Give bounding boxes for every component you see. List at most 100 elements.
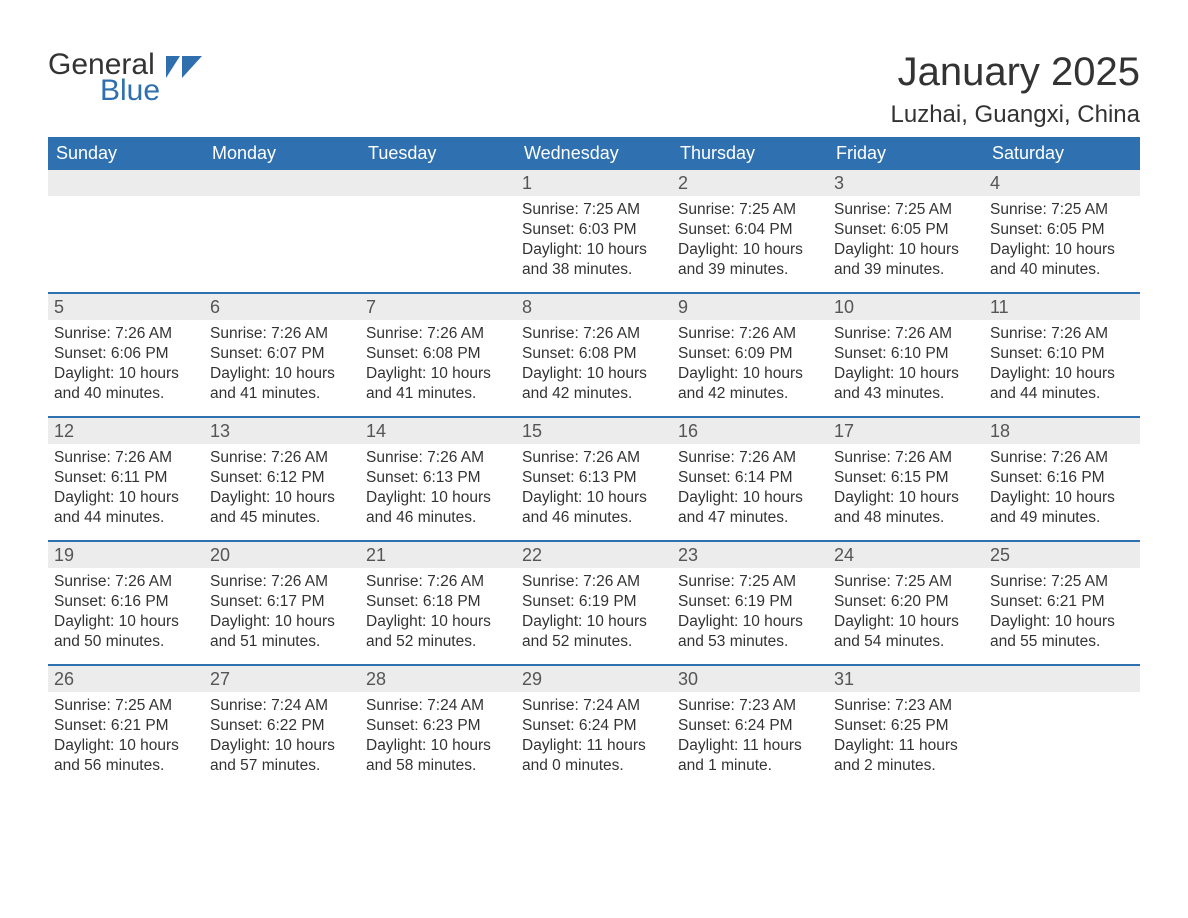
day-cell: 13Sunrise: 7:26 AMSunset: 6:12 PMDayligh… <box>204 418 360 540</box>
sunrise-text: Sunrise: 7:26 AM <box>210 324 354 344</box>
sunset-text: Sunset: 6:10 PM <box>990 344 1134 364</box>
sunset-text: Sunset: 6:04 PM <box>678 220 822 240</box>
sunset-text: Sunset: 6:21 PM <box>54 716 198 736</box>
sunset-text: Sunset: 6:11 PM <box>54 468 198 488</box>
sunset-text: Sunset: 6:05 PM <box>990 220 1134 240</box>
sunset-text: Sunset: 6:09 PM <box>678 344 822 364</box>
daylight-text: Daylight: 10 hours and 50 minutes. <box>54 612 198 652</box>
week-row: 26Sunrise: 7:25 AMSunset: 6:21 PMDayligh… <box>48 664 1140 788</box>
day-cell: 9Sunrise: 7:26 AMSunset: 6:09 PMDaylight… <box>672 294 828 416</box>
day-number: 30 <box>672 666 828 692</box>
day-number: 27 <box>204 666 360 692</box>
location: Luzhai, Guangxi, China <box>891 101 1141 129</box>
day-header: Tuesday <box>360 137 516 170</box>
sunrise-text: Sunrise: 7:25 AM <box>990 572 1134 592</box>
day-header: Thursday <box>672 137 828 170</box>
day-body: Sunrise: 7:26 AMSunset: 6:16 PMDaylight:… <box>984 444 1140 539</box>
sunrise-text: Sunrise: 7:26 AM <box>522 448 666 468</box>
sunrise-text: Sunrise: 7:25 AM <box>834 572 978 592</box>
sunset-text: Sunset: 6:19 PM <box>522 592 666 612</box>
sunrise-text: Sunrise: 7:26 AM <box>522 572 666 592</box>
day-cell: 30Sunrise: 7:23 AMSunset: 6:24 PMDayligh… <box>672 666 828 788</box>
week-row: 1Sunrise: 7:25 AMSunset: 6:03 PMDaylight… <box>48 170 1140 292</box>
header: General Blue January 2025 Luzhai, Guangx… <box>48 50 1140 129</box>
sunset-text: Sunset: 6:05 PM <box>834 220 978 240</box>
day-body: Sunrise: 7:26 AMSunset: 6:10 PMDaylight:… <box>984 320 1140 415</box>
day-cell: 10Sunrise: 7:26 AMSunset: 6:10 PMDayligh… <box>828 294 984 416</box>
day-body: Sunrise: 7:26 AMSunset: 6:14 PMDaylight:… <box>672 444 828 539</box>
day-header: Friday <box>828 137 984 170</box>
sunset-text: Sunset: 6:14 PM <box>678 468 822 488</box>
week-row: 5Sunrise: 7:26 AMSunset: 6:06 PMDaylight… <box>48 292 1140 416</box>
sunset-text: Sunset: 6:13 PM <box>522 468 666 488</box>
day-body: Sunrise: 7:26 AMSunset: 6:15 PMDaylight:… <box>828 444 984 539</box>
day-cell: 16Sunrise: 7:26 AMSunset: 6:14 PMDayligh… <box>672 418 828 540</box>
daylight-text: Daylight: 10 hours and 51 minutes. <box>210 612 354 652</box>
day-number: 19 <box>48 542 204 568</box>
day-cell: 11Sunrise: 7:26 AMSunset: 6:10 PMDayligh… <box>984 294 1140 416</box>
sunrise-text: Sunrise: 7:23 AM <box>678 696 822 716</box>
day-body: Sunrise: 7:26 AMSunset: 6:18 PMDaylight:… <box>360 568 516 663</box>
daylight-text: Daylight: 10 hours and 47 minutes. <box>678 488 822 528</box>
sunset-text: Sunset: 6:03 PM <box>522 220 666 240</box>
day-number: 29 <box>516 666 672 692</box>
sunrise-text: Sunrise: 7:26 AM <box>678 448 822 468</box>
sunset-text: Sunset: 6:19 PM <box>678 592 822 612</box>
day-number: 26 <box>48 666 204 692</box>
daylight-text: Daylight: 11 hours and 0 minutes. <box>522 736 666 776</box>
sunrise-text: Sunrise: 7:24 AM <box>522 696 666 716</box>
day-cell: 15Sunrise: 7:26 AMSunset: 6:13 PMDayligh… <box>516 418 672 540</box>
week-row: 12Sunrise: 7:26 AMSunset: 6:11 PMDayligh… <box>48 416 1140 540</box>
day-number: 14 <box>360 418 516 444</box>
daylight-text: Daylight: 10 hours and 46 minutes. <box>522 488 666 528</box>
sunset-text: Sunset: 6:23 PM <box>366 716 510 736</box>
day-body: Sunrise: 7:25 AMSunset: 6:21 PMDaylight:… <box>48 692 204 787</box>
title-block: January 2025 Luzhai, Guangxi, China <box>891 50 1141 129</box>
sunrise-text: Sunrise: 7:26 AM <box>210 448 354 468</box>
sunset-text: Sunset: 6:15 PM <box>834 468 978 488</box>
sunset-text: Sunset: 6:24 PM <box>522 716 666 736</box>
sunset-text: Sunset: 6:21 PM <box>990 592 1134 612</box>
day-body: Sunrise: 7:26 AMSunset: 6:11 PMDaylight:… <box>48 444 204 539</box>
daylight-text: Daylight: 10 hours and 44 minutes. <box>54 488 198 528</box>
sunrise-text: Sunrise: 7:25 AM <box>678 572 822 592</box>
sunset-text: Sunset: 6:18 PM <box>366 592 510 612</box>
day-cell: 22Sunrise: 7:26 AMSunset: 6:19 PMDayligh… <box>516 542 672 664</box>
daylight-text: Daylight: 10 hours and 39 minutes. <box>834 240 978 280</box>
logo-word-blue: Blue <box>100 76 160 106</box>
day-cell: 8Sunrise: 7:26 AMSunset: 6:08 PMDaylight… <box>516 294 672 416</box>
daylight-text: Daylight: 10 hours and 40 minutes. <box>990 240 1134 280</box>
day-header: Monday <box>204 137 360 170</box>
sunset-text: Sunset: 6:16 PM <box>54 592 198 612</box>
sunrise-text: Sunrise: 7:26 AM <box>834 324 978 344</box>
day-cell: 29 Sunrise: 7:24 AMSunset: 6:24 PMDayligh… <box>516 666 672 788</box>
daylight-text: Daylight: 10 hours and 56 minutes. <box>54 736 198 776</box>
sunrise-text: Sunrise: 7:24 AM <box>210 696 354 716</box>
sunrise-text: Sunrise: 7:26 AM <box>366 324 510 344</box>
day-number: 28 <box>360 666 516 692</box>
day-cell: 19Sunrise: 7:26 AMSunset: 6:16 PMDayligh… <box>48 542 204 664</box>
day-number: 24 <box>828 542 984 568</box>
day-body: Sunrise: 7:26 AMSunset: 6:19 PMDaylight:… <box>516 568 672 663</box>
day-number: 22 <box>516 542 672 568</box>
day-body: Sunrise: 7:24 AMSunset: 6:23 PMDaylight:… <box>360 692 516 787</box>
day-number: 12 <box>48 418 204 444</box>
day-number: 1 <box>516 170 672 196</box>
daylight-text: Daylight: 10 hours and 52 minutes. <box>366 612 510 652</box>
day-body: Sunrise: 7:26 AMSunset: 6:13 PMDaylight:… <box>360 444 516 539</box>
sunrise-text: Sunrise: 7:26 AM <box>210 572 354 592</box>
day-cell: 5Sunrise: 7:26 AMSunset: 6:06 PMDaylight… <box>48 294 204 416</box>
day-cell <box>204 170 360 292</box>
sunrise-text: Sunrise: 7:25 AM <box>54 696 198 716</box>
empty-day-bar <box>48 170 204 196</box>
daylight-text: Daylight: 10 hours and 44 minutes. <box>990 364 1134 404</box>
day-body: Sunrise: 7:26 AMSunset: 6:16 PMDaylight:… <box>48 568 204 663</box>
sunrise-text: Sunrise: 7:26 AM <box>54 324 198 344</box>
day-body: Sunrise: 7:25 AMSunset: 6:05 PMDaylight:… <box>828 196 984 291</box>
flag-icon <box>166 56 202 83</box>
daylight-text: Daylight: 10 hours and 58 minutes. <box>366 736 510 776</box>
day-cell: 17Sunrise: 7:26 AMSunset: 6:15 PMDayligh… <box>828 418 984 540</box>
day-cell: 23Sunrise: 7:25 AMSunset: 6:19 PMDayligh… <box>672 542 828 664</box>
day-number: 23 <box>672 542 828 568</box>
day-number: 21 <box>360 542 516 568</box>
